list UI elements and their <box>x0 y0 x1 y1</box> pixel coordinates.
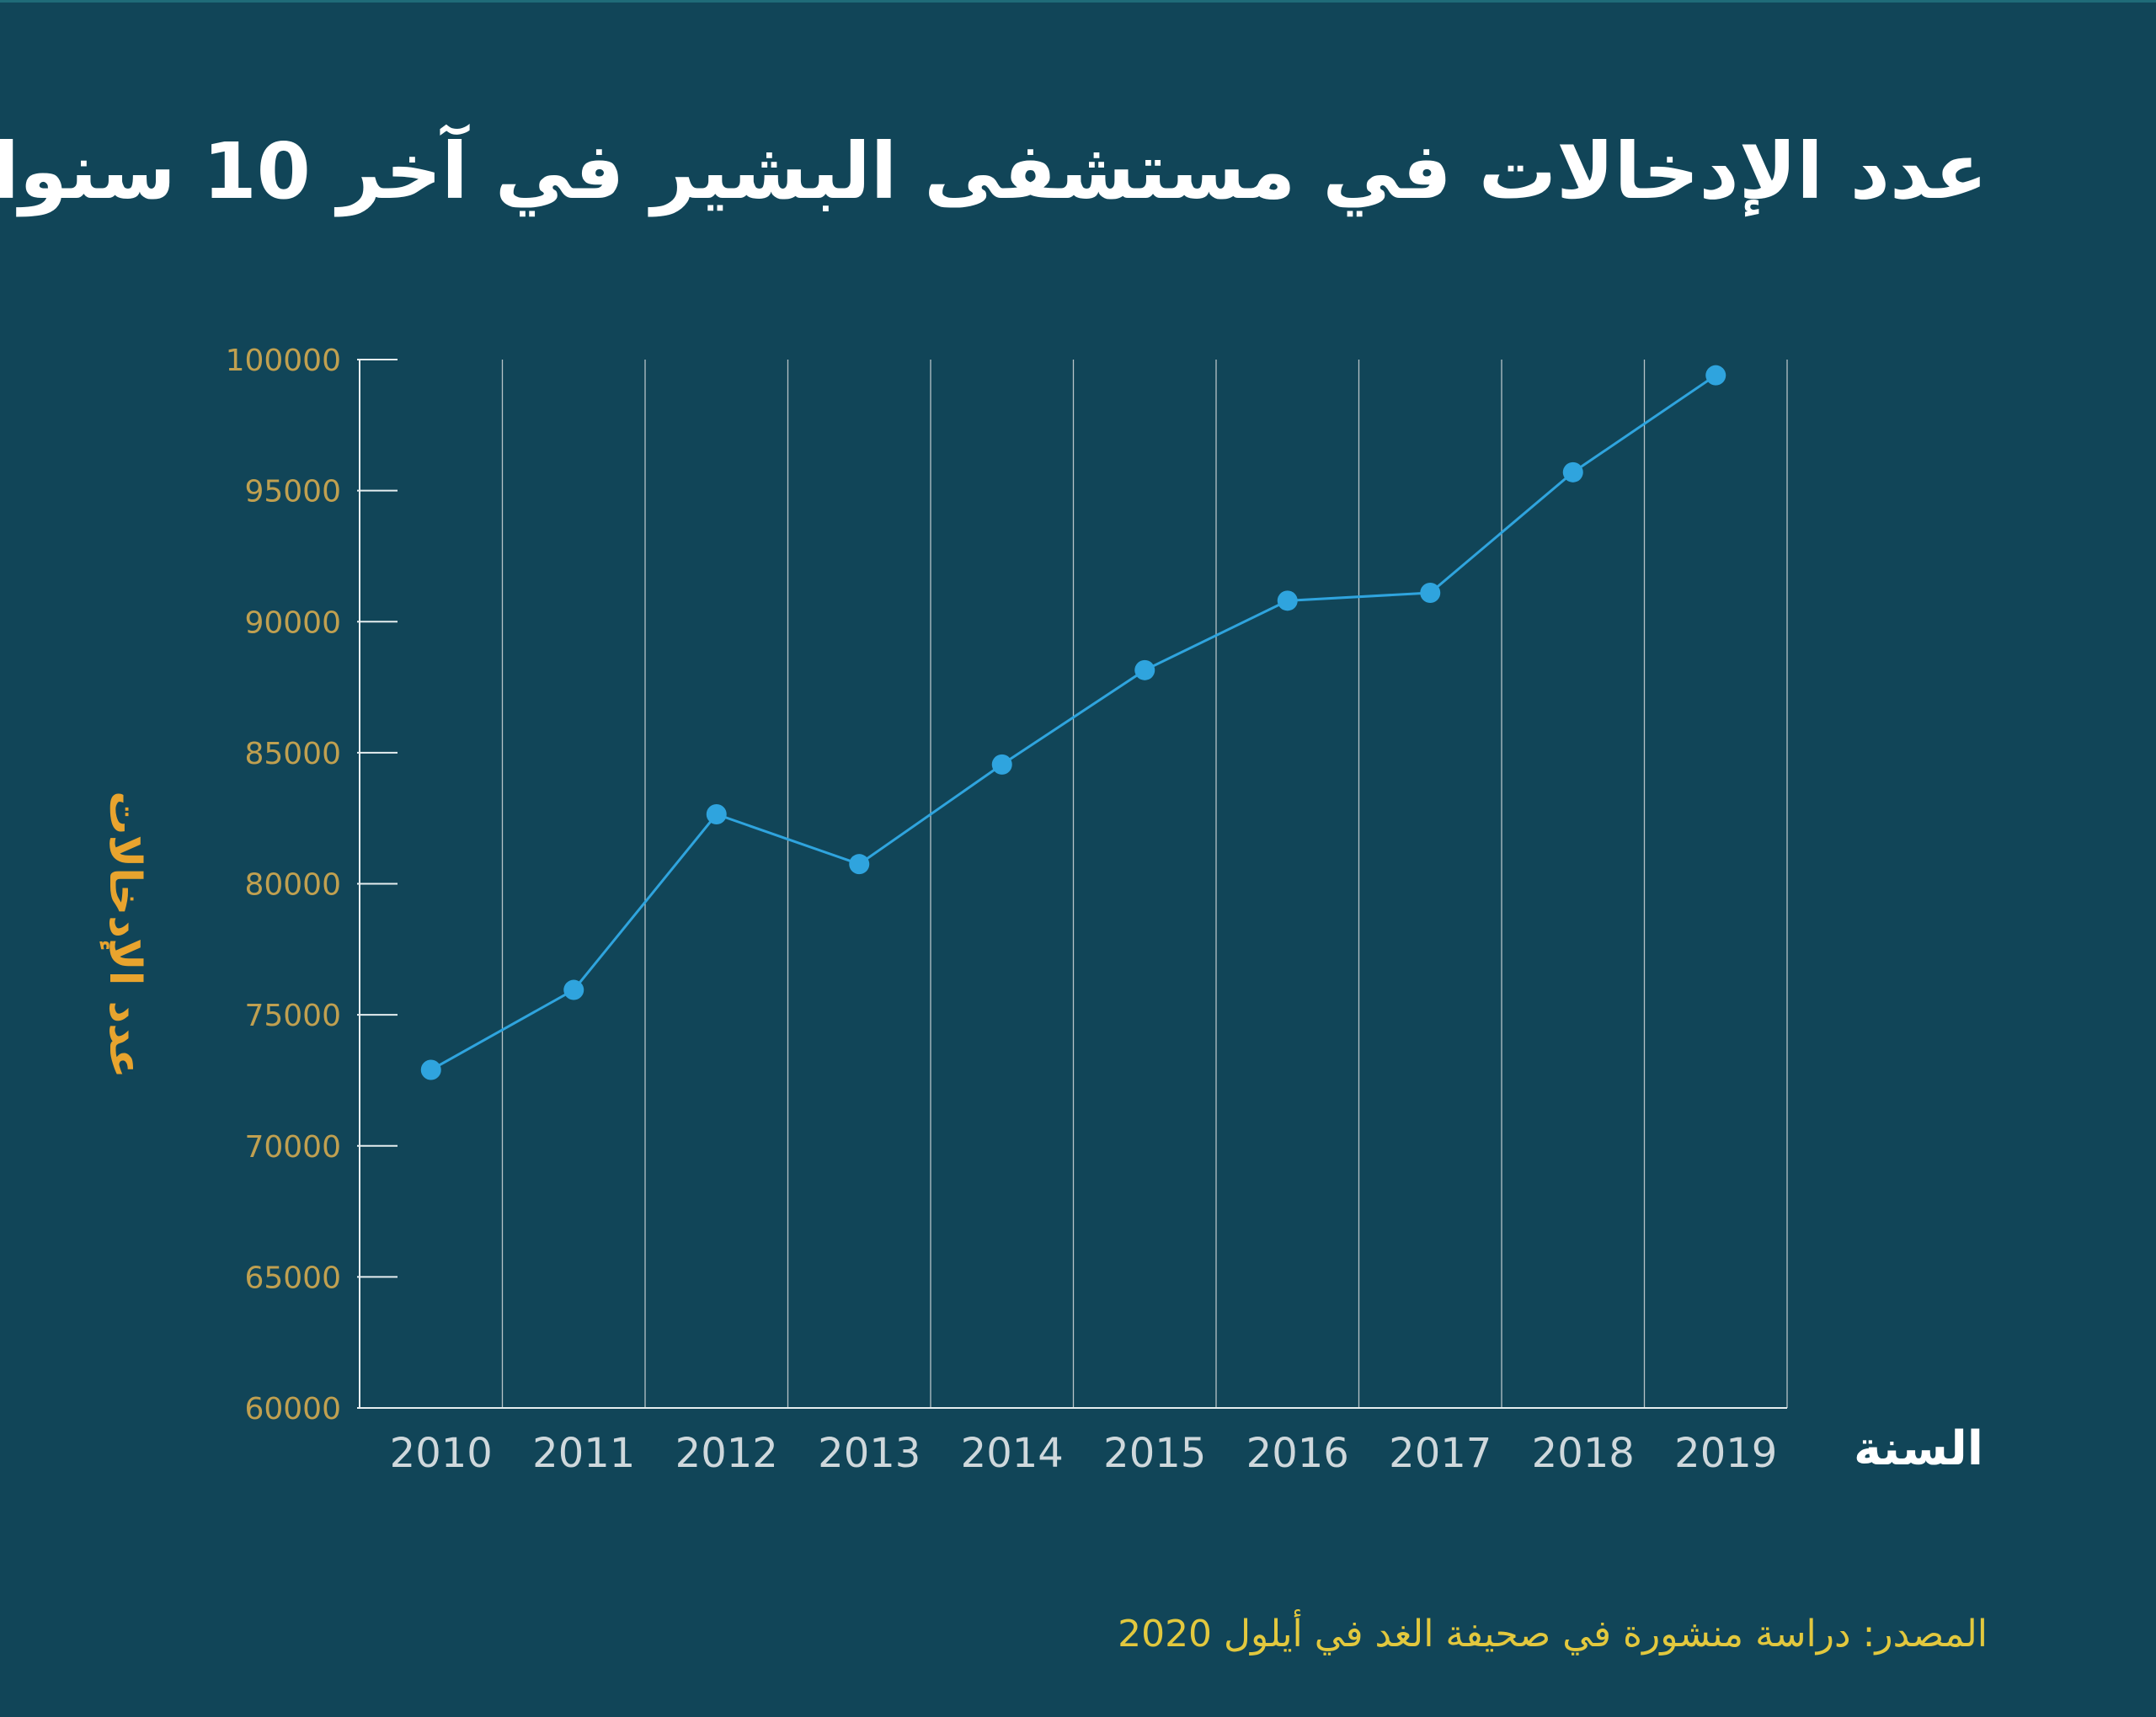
y-tick-label: 60000 <box>244 1392 341 1426</box>
y-tick-label: 85000 <box>244 737 341 771</box>
x-tick-label: 2017 <box>1389 1430 1492 1477</box>
data-point <box>1277 590 1298 611</box>
axes <box>357 359 1787 1409</box>
x-tick-labels: 2010 2011 2012 2013 2014 2015 2016 2017 2018 2019 <box>390 1430 1778 1477</box>
data-point <box>849 854 870 875</box>
y-tick-label: 80000 <box>244 868 341 903</box>
y-tick-label: 95000 <box>244 475 341 509</box>
y-tick-label: 100000 <box>226 344 341 378</box>
x-tick-label: 2014 <box>961 1430 1064 1477</box>
x-tick-label: 2010 <box>390 1430 493 1477</box>
y-tick-label: 65000 <box>244 1261 341 1295</box>
y-tick-label: 70000 <box>244 1130 341 1165</box>
data-point <box>706 804 727 825</box>
data-point <box>1420 583 1441 604</box>
x-tick-label: 2012 <box>675 1430 778 1477</box>
x-tick-label: 2019 <box>1674 1430 1777 1477</box>
data-point <box>1562 461 1583 483</box>
x-tick-label: 2015 <box>1103 1430 1206 1477</box>
y-axis-title: عدد الإدخالات <box>99 791 150 1079</box>
source-note: المصدر: دراسة منشورة في صحيفة الغد في أي… <box>1118 1613 1988 1656</box>
x-tick-label: 2013 <box>818 1430 921 1477</box>
data-point <box>563 979 584 1000</box>
x-tick-label: 2011 <box>532 1430 635 1477</box>
x-tick-label: 2016 <box>1246 1430 1349 1477</box>
grid-lines <box>501 360 1788 1408</box>
data-point <box>991 754 1012 775</box>
data-series <box>420 365 1726 1080</box>
chart-title: عدد الإدخالات في مستشفى البشير في آخر 10… <box>0 126 1988 216</box>
data-point <box>1705 365 1726 386</box>
x-tick-label: 2018 <box>1532 1430 1635 1477</box>
series-line <box>430 374 1717 1071</box>
data-point <box>420 1059 441 1080</box>
y-tick-label: 90000 <box>244 605 341 640</box>
x-axis-title: السنة <box>1853 1421 1983 1476</box>
y-tick-labels: 60000 65000 70000 75000 80000 85000 90000 95000… <box>226 344 341 1426</box>
data-point <box>1134 659 1155 680</box>
y-tick-label: 75000 <box>244 999 341 1033</box>
